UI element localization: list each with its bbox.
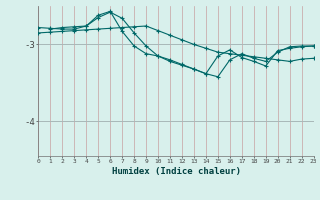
X-axis label: Humidex (Indice chaleur): Humidex (Indice chaleur) [111,167,241,176]
